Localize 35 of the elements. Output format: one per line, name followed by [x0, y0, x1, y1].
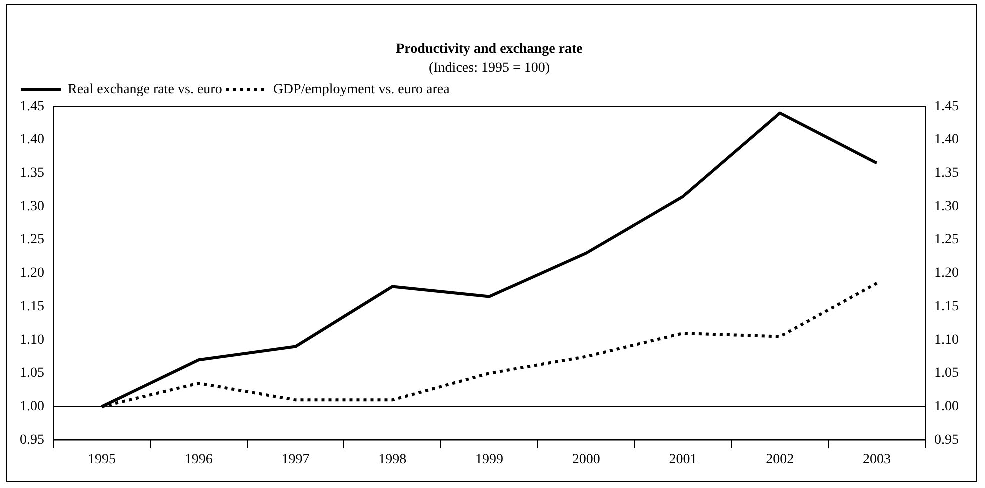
legend-label: Real exchange rate vs. euro: [68, 82, 222, 98]
y2-tick-label: 1.25: [934, 232, 959, 248]
y2-tick-label: 0.95: [934, 432, 959, 448]
y-tick-label: 1.40: [20, 132, 44, 148]
y-tick-label: 1.45: [20, 99, 44, 114]
y-tick-label: 1.30: [20, 199, 44, 214]
x-tick-label: 1998: [378, 452, 407, 468]
y2-tick-label: 1.45: [934, 99, 959, 114]
y2-tick-label: 1.15: [934, 299, 959, 314]
legend-label: GDP/employment vs. euro area: [273, 82, 451, 98]
y2-tick-label: 1.30: [934, 199, 959, 214]
y-tick-label: 1.25: [20, 232, 44, 248]
y2-tick-label: 1.00: [934, 400, 959, 415]
x-tick-label: 1995: [88, 452, 116, 468]
y2-tick-label: 1.35: [934, 166, 959, 181]
y-tick-label: 1.15: [20, 299, 44, 314]
y-tick-label: 1.20: [20, 266, 44, 282]
y-tick-label: 1.05: [20, 366, 44, 382]
x-tick-label: 1999: [476, 452, 504, 468]
y2-tick-label: 1.20: [934, 266, 959, 282]
x-tick-label: 1997: [282, 452, 310, 468]
y-tick-label: 1.35: [20, 166, 44, 181]
y-tick-label: 1.10: [20, 332, 44, 348]
y2-tick-label: 1.40: [934, 132, 959, 148]
chart-subtitle: (Indices: 1995 = 100): [428, 60, 550, 76]
x-tick-label: 1996: [184, 452, 213, 468]
x-tick-label: 2002: [766, 452, 794, 468]
chart-title: Productivity and exchange rate: [396, 42, 583, 58]
y2-tick-label: 1.05: [934, 366, 959, 382]
y-tick-label: 0.95: [20, 432, 44, 448]
x-tick-label: 2003: [863, 452, 892, 468]
x-tick-label: 2000: [572, 452, 600, 468]
x-tick-label: 2001: [669, 452, 698, 468]
y-tick-label: 1.00: [20, 400, 44, 415]
y2-tick-label: 1.10: [934, 332, 959, 348]
